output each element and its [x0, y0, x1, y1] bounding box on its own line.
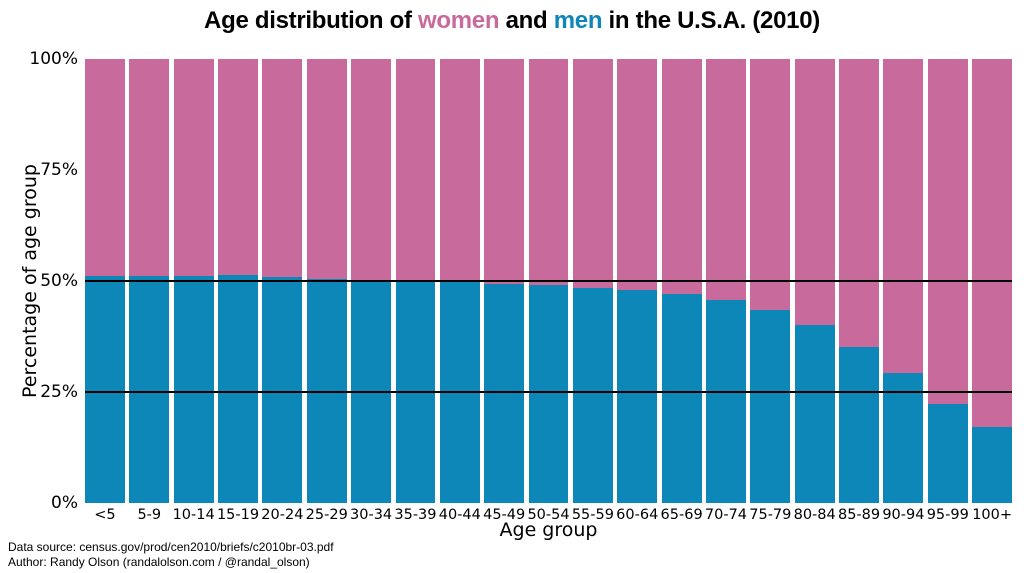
x-tick-label: 55-59: [571, 507, 614, 523]
men-segment: [750, 309, 791, 503]
bar-group-20-24: 20-24: [261, 59, 303, 523]
x-tick-label: 80-84: [793, 507, 836, 523]
x-tick-label: 40-44: [438, 507, 481, 523]
men-segment: [794, 325, 835, 503]
bar-group-45-49: 45-49: [483, 59, 525, 523]
x-tick-label: 60-64: [616, 507, 659, 523]
women-segment: [306, 59, 347, 280]
x-tick-label: 35-39: [394, 507, 437, 523]
women-segment: [794, 59, 835, 326]
bar-group-10-14: 10-14: [173, 59, 215, 523]
women-segment: [883, 59, 924, 373]
x-tick-label: <5: [94, 507, 116, 523]
women-segment: [927, 59, 968, 405]
chart-footer: Data source: census.gov/prod/cen2010/bri…: [8, 540, 334, 569]
x-tick-label: 20-24: [261, 507, 304, 523]
bar-group-90-94: 90-94: [882, 59, 924, 523]
x-tick-label: 75-79: [749, 507, 792, 523]
y-tick-label-25: 25%: [40, 382, 78, 402]
bar-group-100+: 100+: [972, 59, 1013, 523]
x-tick-label: 10-14: [172, 507, 215, 523]
x-tick-label: 95-99: [926, 507, 969, 523]
x-tick-label: 5-9: [137, 507, 162, 523]
reference-line-50pct: [85, 279, 1012, 283]
x-tick-label: 90-94: [882, 507, 925, 523]
men-segment: [972, 426, 1013, 503]
x-tick-label: 45-49: [483, 507, 526, 523]
women-segment: [439, 59, 480, 283]
women-segment: [617, 59, 658, 290]
bar-group-55-59: 55-59: [572, 59, 614, 523]
men-segment: [617, 289, 658, 503]
x-tick-label: 30-34: [350, 507, 393, 523]
x-tick-label: 85-89: [837, 507, 881, 523]
y-tick-label-75: 75%: [40, 160, 78, 180]
women-segment: [972, 59, 1013, 427]
chart-title: Age distribution of women and men in the…: [0, 7, 1024, 35]
x-tick-label: 50-54: [527, 507, 570, 523]
women-segment: [129, 59, 170, 277]
women-segment: [85, 59, 125, 277]
author-note: Author: Randy Olson (randalolson.com / @…: [8, 554, 310, 569]
women-segment: [528, 59, 569, 286]
women-segment: [750, 59, 791, 310]
women-segment: [661, 59, 702, 294]
bar-group-<5: <5: [85, 59, 125, 523]
men-segment: [262, 276, 303, 503]
bar-group-15-19: 15-19: [217, 59, 259, 523]
title-prefix: Age distribution of: [204, 7, 419, 34]
title-middle: and: [499, 7, 554, 34]
men-segment: [484, 283, 525, 503]
data-source-note: Data source: census.gov/prod/cen2010/bri…: [8, 540, 334, 554]
x-tick-label: 25-29: [305, 507, 348, 523]
bar-group-75-79: 75-79: [749, 59, 791, 523]
x-tick-label: 65-69: [660, 507, 703, 523]
y-tick-label-100: 100%: [29, 49, 78, 69]
women-segment: [395, 59, 436, 282]
x-tick-label: 15-19: [216, 507, 260, 523]
women-segment: [262, 59, 303, 277]
bar-group-65-69: 65-69: [661, 59, 703, 523]
x-tick-label: 70-74: [704, 507, 748, 523]
men-segment: [706, 300, 746, 503]
men-segment: [528, 285, 569, 503]
women-segment: [218, 59, 258, 276]
women-segment: [351, 59, 392, 281]
women-segment: [706, 59, 746, 301]
men-segment: [839, 346, 879, 503]
bar-group-5-9: 5-9: [129, 59, 170, 523]
women-segment: [572, 59, 613, 289]
men-segment: [572, 288, 613, 503]
x-axis-title: Age group: [499, 519, 598, 541]
y-axis-ticks: 0% 25% 50% 75% 100%: [0, 0, 78, 573]
reference-line-25pct: [85, 390, 1012, 394]
bar-group-95-99: 95-99: [927, 59, 969, 523]
plot-area: <5 5-9 10-14 15-19 20-24 25-29 30-34 35-39 40-44…: [85, 59, 1013, 523]
y-tick-label-50: 50%: [40, 271, 78, 291]
men-segment: [85, 276, 125, 503]
men-segment: [173, 275, 214, 503]
x-tick-label: 100+: [972, 507, 1013, 523]
women-segment: [173, 59, 214, 276]
title-suffix: in the U.S.A. (2010): [602, 7, 821, 34]
men-segment: [883, 372, 924, 503]
title-women-word: women: [418, 7, 500, 34]
y-tick-label-0: 0%: [51, 493, 78, 513]
women-segment: [839, 59, 879, 347]
bar-group-70-74: 70-74: [705, 59, 747, 523]
men-segment: [218, 275, 258, 503]
men-segment: [927, 404, 968, 503]
women-segment: [484, 59, 525, 284]
bar-group-50-54: 50-54: [527, 59, 570, 523]
bar-group-60-64: 60-64: [616, 59, 658, 523]
men-segment: [129, 276, 170, 503]
bar-group-85-89: 85-89: [838, 59, 880, 523]
men-segment: [661, 293, 702, 503]
title-men-word: men: [553, 7, 603, 34]
